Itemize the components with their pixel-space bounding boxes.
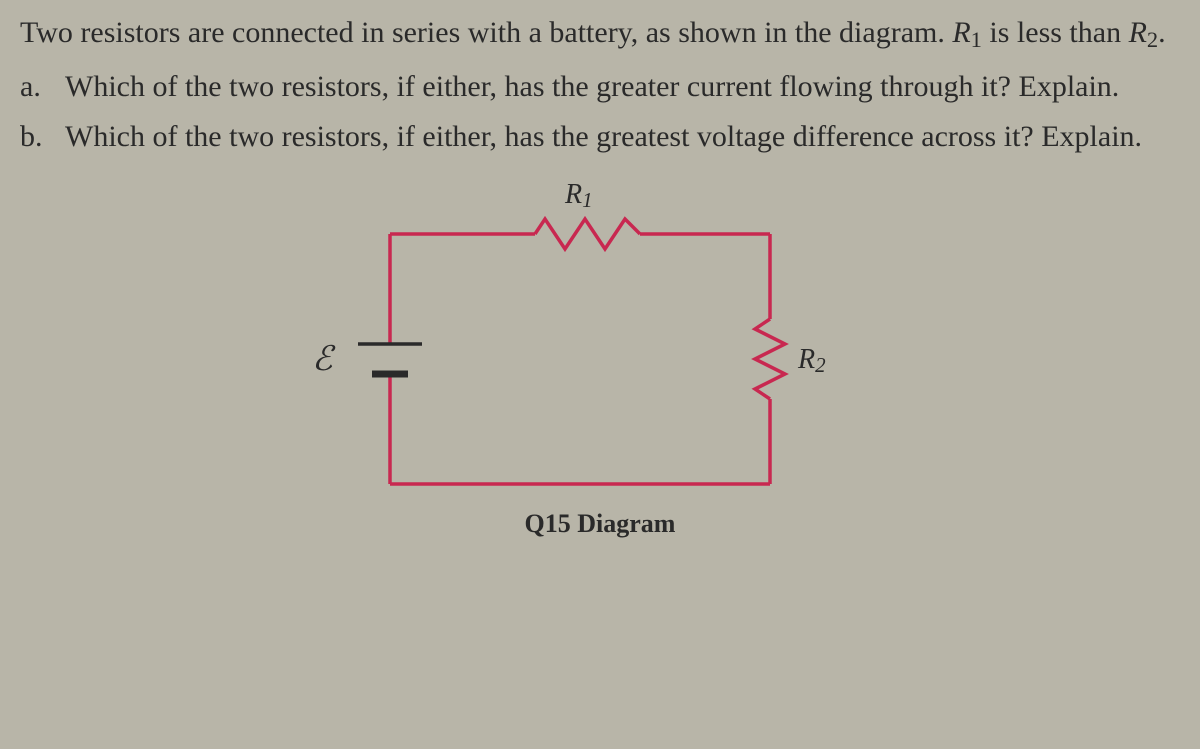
intro-r1: R bbox=[952, 16, 970, 49]
part-a: a. Which of the two resistors, if either… bbox=[20, 64, 1180, 109]
intro-sub2: 2 bbox=[1147, 27, 1158, 52]
label-emf: ℰ bbox=[312, 339, 333, 379]
intro-sub1: 1 bbox=[971, 27, 982, 52]
intro-end: . bbox=[1158, 16, 1166, 49]
part-b-text: Which of the two resistors, if either, h… bbox=[65, 114, 1180, 159]
part-a-text: Which of the two resistors, if either, h… bbox=[65, 64, 1180, 109]
label-r2: R2 bbox=[798, 344, 826, 381]
problem-text: Two resistors are connected in series wi… bbox=[20, 10, 1180, 159]
part-a-label: a. bbox=[20, 64, 65, 109]
label-r2-base: R bbox=[798, 344, 815, 375]
circuit-diagram: R1 R2 ℰ Q15 Diagram bbox=[320, 179, 880, 539]
intro-part1: Two resistors are connected in series wi… bbox=[20, 16, 952, 49]
circuit-svg bbox=[320, 179, 880, 539]
diagram-container: R1 R2 ℰ Q15 Diagram bbox=[20, 179, 1180, 539]
part-b: b. Which of the two resistors, if either… bbox=[20, 114, 1180, 159]
part-b-label: b. bbox=[20, 114, 65, 159]
intro-mid: is less than bbox=[982, 16, 1129, 49]
diagram-caption: Q15 Diagram bbox=[320, 509, 880, 539]
label-r1-sub: 1 bbox=[582, 188, 593, 212]
label-r1: R1 bbox=[565, 179, 593, 216]
intro-r2: R bbox=[1129, 16, 1147, 49]
label-r2-sub: 2 bbox=[815, 353, 826, 377]
problem-intro: Two resistors are connected in series wi… bbox=[20, 10, 1180, 59]
label-r1-base: R bbox=[565, 179, 582, 210]
